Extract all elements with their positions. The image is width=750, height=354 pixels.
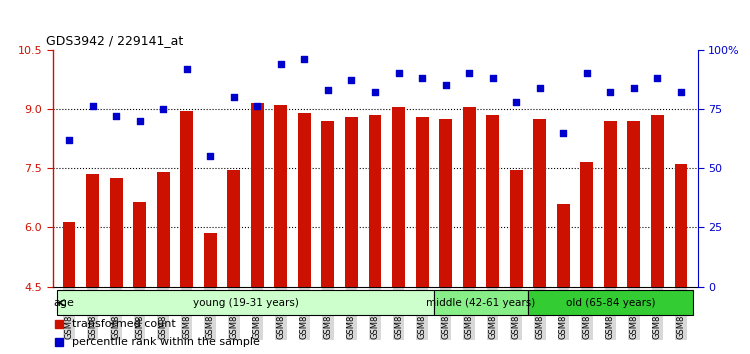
Bar [368,115,382,287]
Point [86,104,98,109]
Point [63,137,75,143]
Point [487,75,499,81]
Bar [86,174,99,287]
Point [134,118,146,124]
Bar [322,121,334,287]
Bar [274,105,287,287]
Bar [628,121,640,287]
Point [440,82,452,88]
Bar [604,121,617,287]
Text: age: age [53,298,74,308]
Point [675,90,687,95]
Point [652,75,664,81]
Point [251,104,263,109]
Point [580,70,592,76]
Bar [110,178,122,287]
Bar [134,202,146,287]
Text: old (65-84 years): old (65-84 years) [566,298,656,308]
Bar [227,170,240,287]
Point [510,99,522,104]
Bar [392,107,405,287]
Bar [533,119,546,287]
Point [158,106,170,112]
Point [110,113,122,119]
Bar [510,170,523,287]
Bar [433,290,528,315]
Point [557,130,569,135]
Point [204,153,216,159]
Point [416,75,428,81]
Bar [556,204,570,287]
Text: GDS3942 / 229141_at: GDS3942 / 229141_at [46,34,183,47]
Bar [345,117,358,287]
Point [628,85,640,90]
Text: transformed count: transformed count [72,319,176,329]
Text: percentile rank within the sample: percentile rank within the sample [72,337,260,347]
Bar [674,164,688,287]
Bar [528,290,693,315]
Point [274,61,286,67]
Bar [440,119,452,287]
Bar [251,103,264,287]
Bar [57,290,434,315]
Bar [298,113,310,287]
Point [228,94,240,100]
Text: middle (42-61 years): middle (42-61 years) [426,298,536,308]
Point [181,66,193,72]
Bar [416,117,428,287]
Point [534,85,546,90]
Point [298,56,310,62]
Bar [486,115,500,287]
Bar [463,107,476,287]
Bar [580,162,593,287]
Bar [204,233,217,287]
Point [322,87,334,93]
Bar [157,172,170,287]
Bar [651,115,664,287]
Point [392,70,404,76]
Point [346,78,358,83]
Bar [62,222,76,287]
Point [464,70,476,76]
Bar [180,111,194,287]
Point [604,90,616,95]
Text: young (19-31 years): young (19-31 years) [193,298,298,308]
Point [369,90,381,95]
